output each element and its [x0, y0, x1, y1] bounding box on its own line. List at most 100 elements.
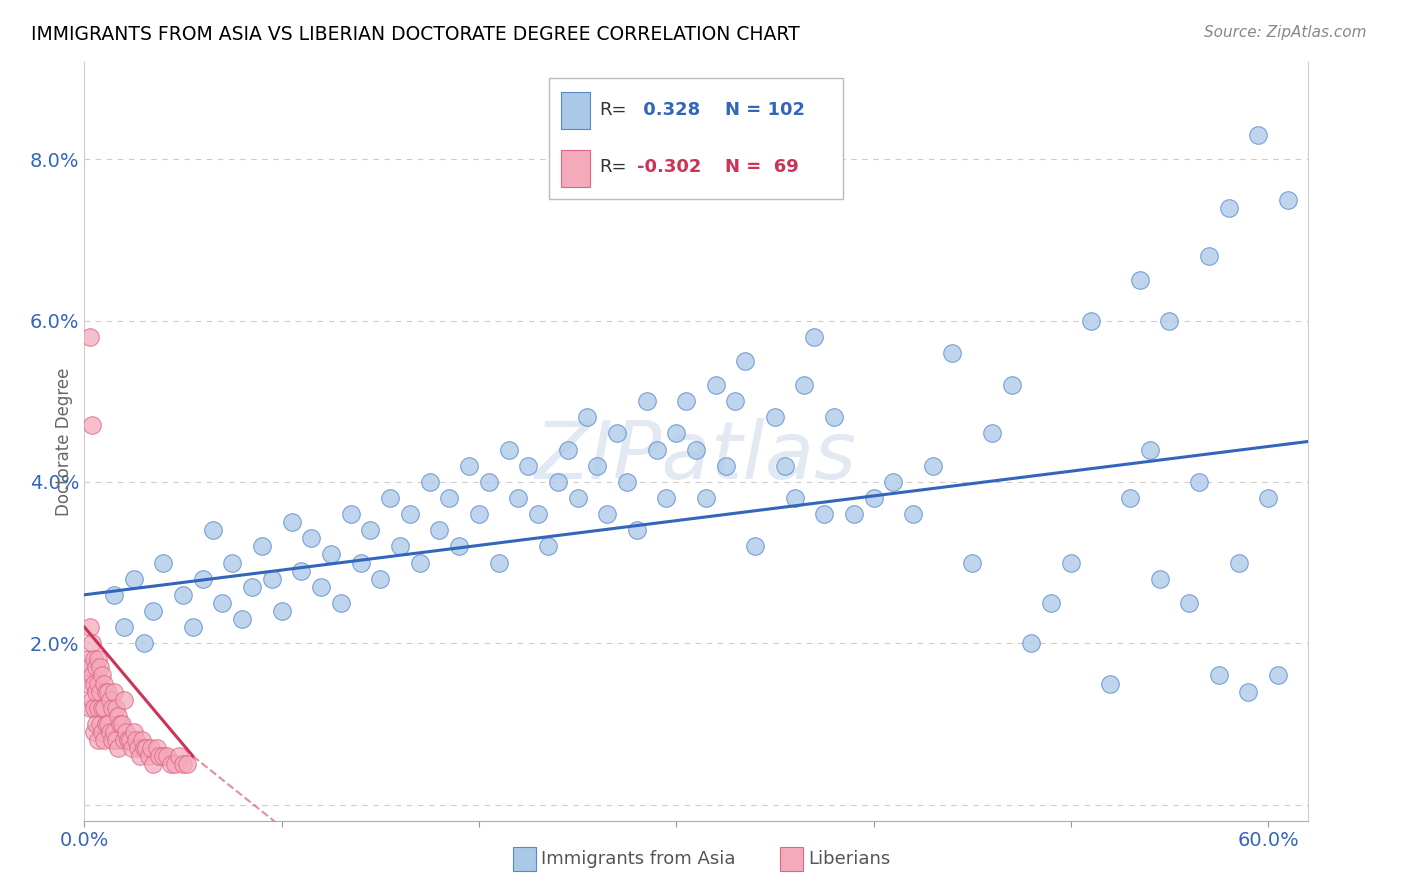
Point [960, 556, 983, 570]
Point [329, 596, 352, 610]
Point [221, 556, 243, 570]
Point [862, 491, 884, 505]
Point [94, 684, 117, 698]
Point [399, 507, 422, 521]
Point [132, 636, 155, 650]
Point [389, 540, 412, 554]
Point [980, 426, 1002, 441]
Point [101, 700, 124, 714]
Point [763, 410, 786, 425]
Point [616, 475, 638, 489]
Point [117, 733, 139, 747]
Point [1099, 676, 1122, 690]
Text: Source: ZipAtlas.com: Source: ZipAtlas.com [1204, 25, 1367, 40]
Point [87, 676, 110, 690]
Point [1208, 668, 1230, 682]
Point [744, 540, 766, 554]
Point [84, 660, 107, 674]
Point [645, 442, 668, 457]
Point [77, 652, 100, 666]
Point [921, 458, 943, 473]
Point [250, 540, 273, 554]
Point [172, 588, 194, 602]
Point [128, 749, 150, 764]
Point [91, 668, 114, 682]
Point [1247, 128, 1270, 142]
Point [152, 556, 174, 570]
Point [349, 556, 371, 570]
Point [901, 507, 924, 521]
Text: ZIPatlas: ZIPatlas [534, 417, 858, 496]
Point [104, 700, 127, 714]
Point [1139, 442, 1161, 457]
Point [79, 329, 101, 343]
Point [132, 741, 155, 756]
Point [83, 725, 105, 739]
Point [82, 668, 104, 682]
Point [93, 733, 115, 747]
Point [156, 749, 179, 764]
Point [79, 700, 101, 714]
Text: Immigrants from Asia: Immigrants from Asia [541, 850, 735, 868]
Point [107, 741, 129, 756]
Point [842, 507, 865, 521]
Point [793, 378, 815, 392]
Point [458, 458, 481, 473]
Point [87, 700, 110, 714]
Point [449, 540, 471, 554]
Point [1159, 313, 1181, 327]
Point [82, 692, 104, 706]
Point [882, 475, 904, 489]
Point [319, 548, 342, 562]
Point [84, 684, 107, 698]
Point [280, 515, 302, 529]
Point [941, 346, 963, 360]
Point [82, 636, 104, 650]
Point [176, 757, 198, 772]
Point [83, 700, 105, 714]
Point [122, 572, 145, 586]
Point [93, 676, 115, 690]
Point [89, 684, 111, 698]
Point [138, 749, 160, 764]
Point [290, 564, 312, 578]
Point [339, 507, 361, 521]
Point [567, 491, 589, 505]
Point [468, 507, 491, 521]
Point [191, 572, 214, 586]
Point [1227, 556, 1250, 570]
Point [803, 329, 825, 343]
Point [488, 556, 510, 570]
Point [104, 733, 127, 747]
Point [823, 410, 845, 425]
Point [260, 572, 283, 586]
Point [1267, 668, 1289, 682]
Point [1188, 475, 1211, 489]
Point [91, 700, 114, 714]
Point [1021, 636, 1043, 650]
Point [112, 620, 135, 634]
Point [103, 684, 125, 698]
Point [704, 378, 727, 392]
Point [309, 580, 332, 594]
Point [98, 692, 121, 706]
Point [77, 676, 100, 690]
Point [508, 491, 530, 505]
Point [537, 540, 560, 554]
Point [165, 757, 187, 772]
Point [114, 725, 136, 739]
Text: IMMIGRANTS FROM ASIA VS LIBERIAN DOCTORATE DEGREE CORRELATION CHART: IMMIGRANTS FROM ASIA VS LIBERIAN DOCTORA… [31, 25, 800, 44]
Point [1119, 491, 1142, 505]
Point [527, 507, 550, 521]
Point [127, 741, 149, 756]
Point [240, 580, 263, 594]
Point [586, 458, 609, 473]
Point [419, 475, 441, 489]
Point [359, 523, 381, 537]
Point [783, 491, 806, 505]
Point [368, 572, 391, 586]
Point [665, 426, 688, 441]
Point [98, 725, 121, 739]
Point [409, 556, 432, 570]
Point [87, 733, 110, 747]
